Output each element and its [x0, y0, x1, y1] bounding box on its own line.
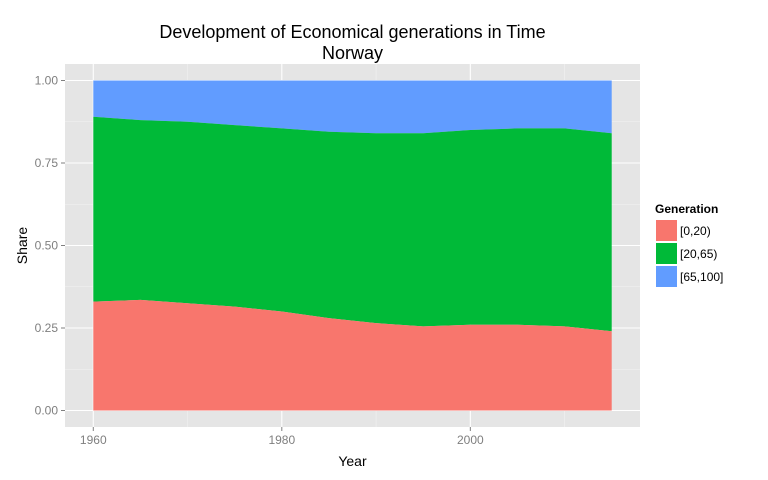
x-tick-label: 1960 — [80, 433, 107, 447]
x-tick-label: 2000 — [457, 433, 484, 447]
legend-label: [0,20) — [680, 223, 711, 238]
x-tick-label: 1980 — [268, 433, 295, 447]
legend-title: Generation — [655, 202, 719, 216]
chart-subtitle: Norway — [321, 43, 383, 63]
area-20-65 — [93, 116, 612, 332]
chart-title: Development of Economical generations in… — [159, 22, 546, 42]
y-tick-label: 0.25 — [35, 321, 59, 335]
legend-label: [65,100] — [680, 269, 724, 284]
x-axis-ticks: 1960 1980 2000 — [80, 427, 484, 447]
legend-key — [655, 242, 678, 265]
x-axis-title: Year — [338, 453, 367, 469]
y-tick-label: 0.50 — [35, 239, 59, 253]
area-0-20 — [93, 299, 612, 411]
y-tick-label: 0.00 — [35, 404, 59, 418]
y-axis-title: Share — [14, 227, 30, 265]
y-tick-label: 0.75 — [35, 156, 59, 170]
legend-key — [655, 219, 678, 242]
y-tick-label: 1.00 — [35, 74, 59, 88]
legend-item: [0,20) — [655, 219, 723, 242]
legend-items: [0,20) [20,65) [65,100] — [655, 219, 723, 288]
legend: Generation [0,20) [20,65) [65,100] — [655, 202, 723, 288]
legend-key — [655, 265, 678, 288]
legend-label: [20,65) — [680, 246, 718, 261]
area-65-100 — [93, 80, 612, 134]
y-axis-ticks: 0.00 0.25 0.50 0.75 1.00 — [35, 74, 65, 418]
legend-item: [65,100] — [655, 265, 723, 288]
area-series — [93, 80, 612, 411]
legend-item: [20,65) — [655, 242, 723, 265]
